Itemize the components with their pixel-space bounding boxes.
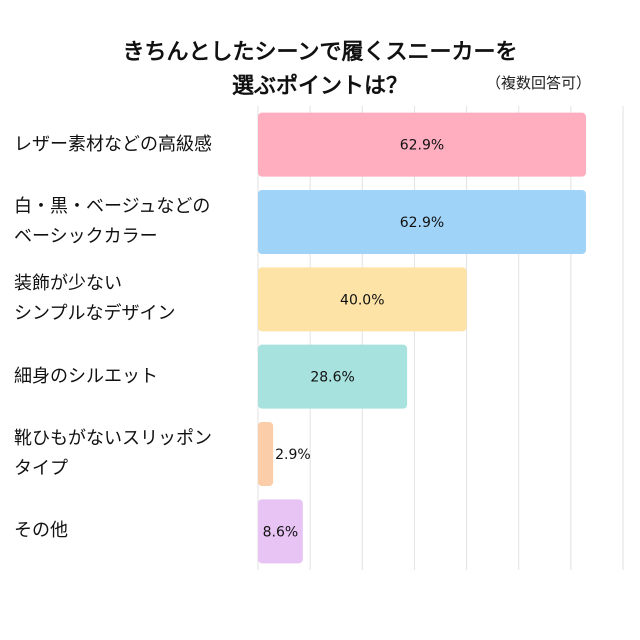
bar [258, 422, 274, 486]
value-label: 62.9% [400, 138, 444, 154]
category-label: 靴ひもがないスリッポン タイプ [14, 428, 212, 479]
bar [258, 499, 303, 564]
bar [258, 344, 408, 409]
value-label: 8.6% [263, 524, 299, 540]
value-label: 2.9% [275, 447, 311, 463]
category-label: その他 [14, 520, 68, 542]
value-label: 40.0% [340, 292, 384, 308]
category-label: 細身のシルエット [14, 365, 158, 387]
chart-subtitle: （複数回答可） [486, 74, 592, 92]
category-label: レザー素材などの高級感 [14, 133, 212, 155]
chart-title: 選ぶポイントは？ [231, 74, 408, 99]
category-label: 白・黒・ベージュなどの ベーシックカラー [14, 196, 211, 247]
bar [258, 190, 586, 254]
value-label: 62.9% [400, 215, 444, 231]
category-label: 装飾が少ない シンプルなデザイン [14, 273, 176, 325]
chart-title: きちんとしたシーンで履くスニーカーを [122, 40, 518, 65]
bar [258, 112, 586, 177]
value-label: 28.6% [310, 370, 354, 386]
bar [258, 267, 467, 332]
